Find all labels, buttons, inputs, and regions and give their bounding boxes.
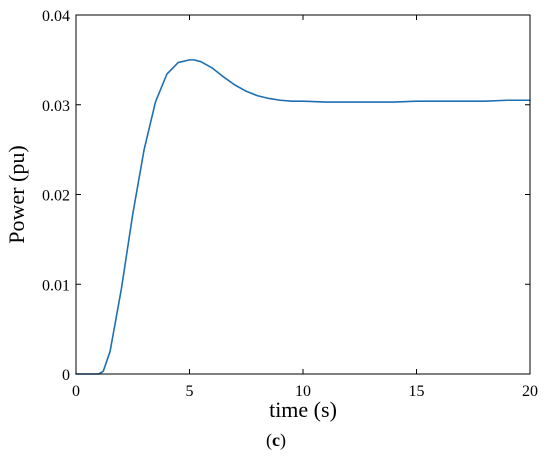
y-axis-ticks: 0 0.01 0.02 0.03 0.04 xyxy=(42,8,530,384)
x-tick-label: 0 xyxy=(72,383,80,400)
x-axis-ticks: 0 5 10 15 20 xyxy=(72,15,538,400)
y-tick-label: 0.03 xyxy=(42,98,70,115)
y-tick-label: 0.02 xyxy=(42,188,70,205)
y-tick-label: 0.04 xyxy=(42,8,70,25)
series-line xyxy=(75,59,531,375)
series-layer xyxy=(75,59,531,375)
x-tick-label: 5 xyxy=(186,383,194,400)
caption-close: ) xyxy=(280,430,286,451)
x-axis-label: time (s) xyxy=(269,397,337,422)
x-tick-label: 20 xyxy=(522,383,538,400)
y-tick-label: 0.01 xyxy=(42,277,70,294)
x-tick-label: 10 xyxy=(295,383,311,400)
caption-open: ( xyxy=(266,430,272,451)
x-tick-label: 15 xyxy=(409,383,425,400)
figure-caption: (c) xyxy=(266,430,286,451)
caption-letter: c xyxy=(272,430,280,450)
y-tick-label: 0 xyxy=(62,367,70,384)
y-axis-label: Power (pu) xyxy=(4,145,29,243)
plot-frame xyxy=(75,14,531,375)
